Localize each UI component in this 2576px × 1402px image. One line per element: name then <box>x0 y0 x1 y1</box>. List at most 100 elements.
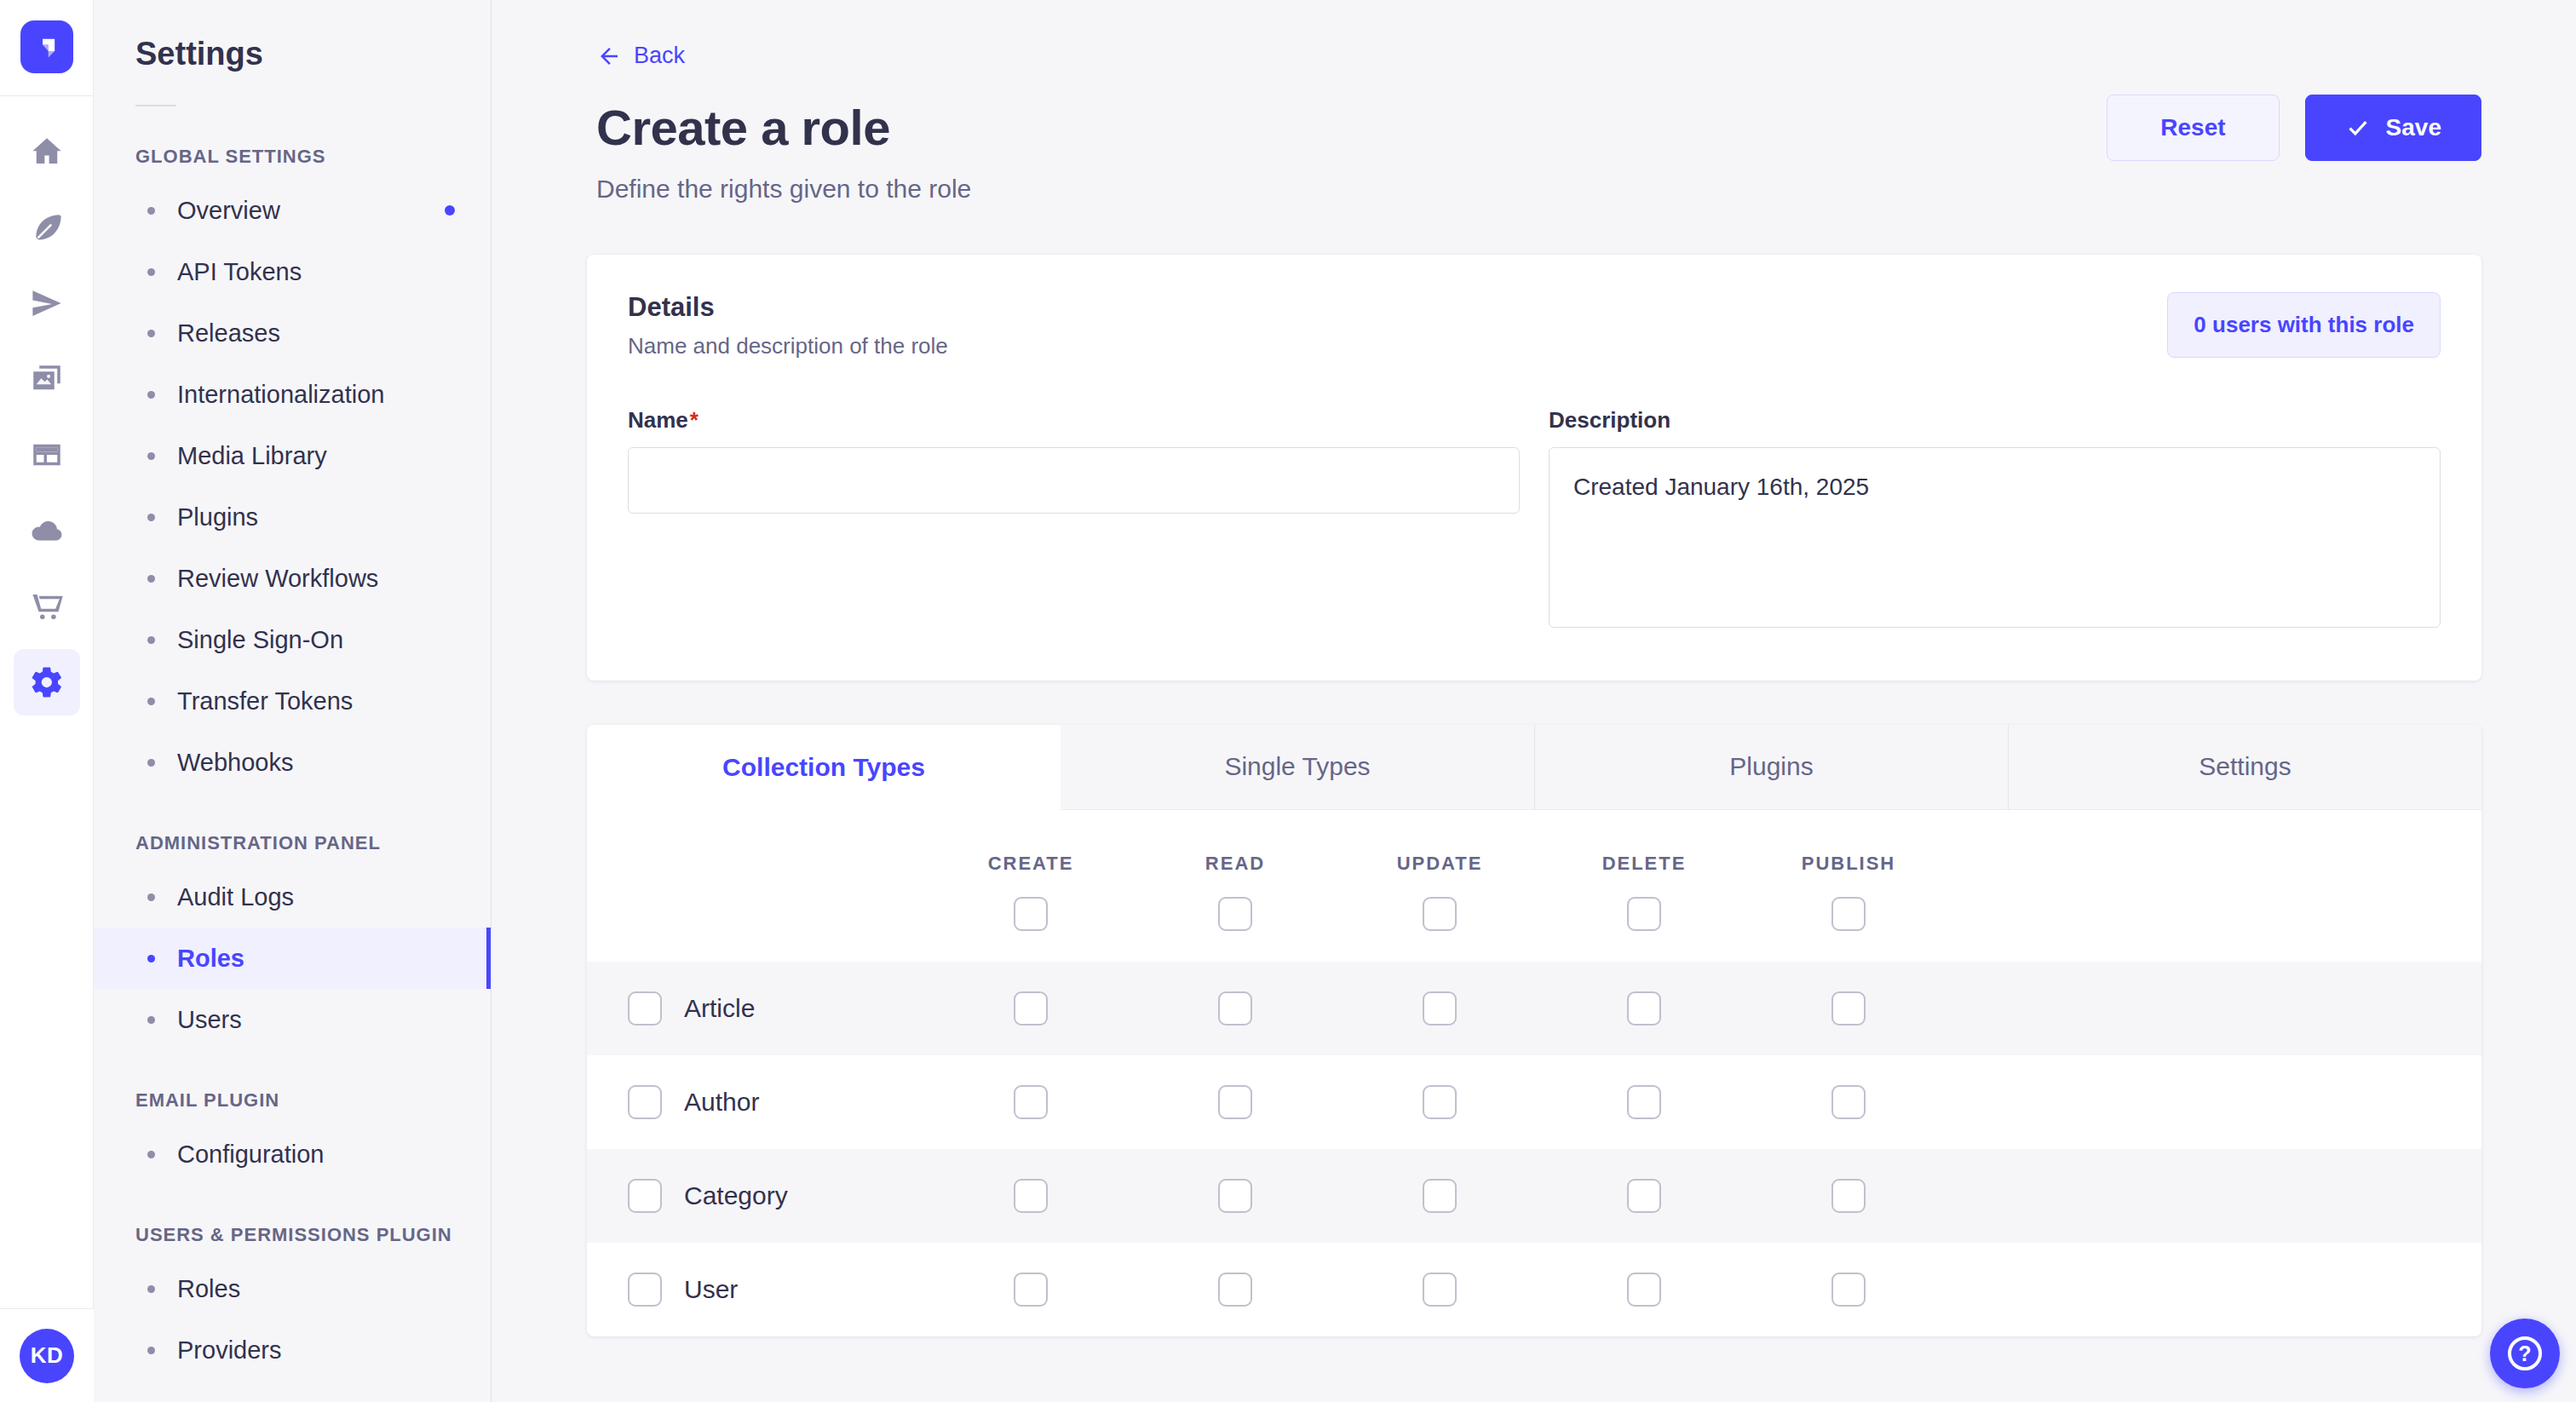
permissions-card: Collection Types Single Types Plugins Se… <box>587 725 2481 1336</box>
bullet-icon <box>147 1016 155 1024</box>
nav-content-type-button[interactable] <box>14 422 80 488</box>
sidebar-item-label: Media Library <box>177 442 327 470</box>
user-delete-checkbox[interactable] <box>1627 1273 1661 1307</box>
main-content: Back Create a role Reset Save Define the… <box>492 0 2576 1402</box>
user-create-checkbox[interactable] <box>1014 1273 1048 1307</box>
header-actions: Reset Save <box>2107 95 2481 161</box>
nav-settings-button[interactable] <box>14 649 80 715</box>
back-label: Back <box>634 43 685 69</box>
column-header-update: UPDATE <box>1337 853 1542 875</box>
author-read-checkbox[interactable] <box>1218 1085 1252 1119</box>
user-update-checkbox[interactable] <box>1423 1273 1457 1307</box>
permission-rows: Article Author Categ <box>587 962 2481 1336</box>
row-select-checkbox[interactable] <box>628 1085 662 1119</box>
sidebar-item-audit-logs[interactable]: Audit Logs <box>95 866 491 928</box>
row-select-checkbox[interactable] <box>628 1273 662 1307</box>
sidebar-item-label: Plugins <box>177 503 258 531</box>
nav-marketplace-button[interactable] <box>14 573 80 640</box>
author-update-checkbox[interactable] <box>1423 1085 1457 1119</box>
rail-icons <box>14 118 80 715</box>
bullet-icon <box>147 452 155 460</box>
nav-cloud-button[interactable] <box>14 497 80 564</box>
checkbox-cell <box>1337 1085 1542 1119</box>
sidebar-item-review-workflows[interactable]: Review Workflows <box>95 548 491 609</box>
sidebar-item-api-tokens[interactable]: API Tokens <box>95 241 491 302</box>
author-publish-checkbox[interactable] <box>1831 1085 1866 1119</box>
nav-media-button[interactable] <box>14 346 80 412</box>
user-read-checkbox[interactable] <box>1218 1273 1252 1307</box>
sidebar-section: USERS & PERMISSIONS PLUGIN Roles Provide… <box>95 1224 491 1381</box>
sidebar-item-single-sign-on[interactable]: Single Sign-On <box>95 609 491 670</box>
tab-plugins[interactable]: Plugins <box>1534 725 2008 810</box>
select-all-update-checkbox[interactable] <box>1423 897 1457 931</box>
sidebar-divider <box>135 105 176 106</box>
description-textarea[interactable]: Created January 16th, 2025 <box>1549 447 2441 628</box>
row-select-checkbox[interactable] <box>628 991 662 1026</box>
category-publish-checkbox[interactable] <box>1831 1179 1866 1213</box>
sidebar-item-transfer-tokens[interactable]: Transfer Tokens <box>95 670 491 732</box>
nav-deploy-button[interactable] <box>14 270 80 336</box>
checkbox-cell <box>1133 1085 1337 1119</box>
sidebar-item-label: Single Sign-On <box>177 626 343 654</box>
tab-collection-types[interactable]: Collection Types <box>587 725 1061 810</box>
nav-home-button[interactable] <box>14 118 80 185</box>
name-field-group: Name* <box>628 407 1520 631</box>
sidebar-item-webhooks[interactable]: Webhooks <box>95 732 491 793</box>
sidebar-item-plugins[interactable]: Plugins <box>95 486 491 548</box>
category-create-checkbox[interactable] <box>1014 1179 1048 1213</box>
page-header: Back Create a role Reset Save Define the… <box>492 0 2576 204</box>
article-publish-checkbox[interactable] <box>1831 991 1866 1026</box>
users-with-role-button[interactable]: 0 users with this role <box>2167 292 2441 358</box>
sidebar-item-media-library[interactable]: Media Library <box>95 425 491 486</box>
user-publish-checkbox[interactable] <box>1831 1273 1866 1307</box>
select-all-create-checkbox[interactable] <box>1014 897 1048 931</box>
sidebar-item-roles[interactable]: Roles <box>95 928 491 989</box>
layout-icon <box>29 437 65 473</box>
description-label: Description <box>1549 407 2441 434</box>
back-link[interactable]: Back <box>596 43 685 69</box>
column-header-read: READ <box>1133 853 1337 875</box>
article-update-checkbox[interactable] <box>1423 991 1457 1026</box>
row-select-checkbox[interactable] <box>628 1179 662 1213</box>
bullet-icon <box>147 330 155 337</box>
nav-content-button[interactable] <box>14 194 80 261</box>
sidebar-item-overview[interactable]: Overview <box>95 180 491 241</box>
help-icon: ? <box>2508 1336 2542 1370</box>
sidebar-item-label: Audit Logs <box>177 883 294 911</box>
sidebar-item-providers[interactable]: Providers <box>95 1319 491 1381</box>
sidebar-item-roles[interactable]: Roles <box>95 1258 491 1319</box>
name-input[interactable] <box>628 447 1520 514</box>
category-delete-checkbox[interactable] <box>1627 1179 1661 1213</box>
sidebar-item-internationalization[interactable]: Internationalization <box>95 364 491 425</box>
home-icon <box>29 134 65 170</box>
name-label: Name* <box>628 407 1520 434</box>
article-create-checkbox[interactable] <box>1014 991 1048 1026</box>
reset-button[interactable]: Reset <box>2107 95 2279 161</box>
category-read-checkbox[interactable] <box>1218 1179 1252 1213</box>
sidebar-item-releases[interactable]: Releases <box>95 302 491 364</box>
select-all-delete-checkbox[interactable] <box>1627 897 1661 931</box>
bullet-icon <box>147 1151 155 1158</box>
bullet-icon <box>147 636 155 644</box>
article-delete-checkbox[interactable] <box>1627 991 1661 1026</box>
cloud-icon <box>29 513 65 549</box>
author-create-checkbox[interactable] <box>1014 1085 1048 1119</box>
select-all-publish-checkbox[interactable] <box>1831 897 1866 931</box>
select-all-read-checkbox[interactable] <box>1218 897 1252 931</box>
sidebar-item-users[interactable]: Users <box>95 989 491 1050</box>
sidebar-item-label: Internationalization <box>177 381 384 409</box>
article-read-checkbox[interactable] <box>1218 991 1252 1026</box>
author-delete-checkbox[interactable] <box>1627 1085 1661 1119</box>
sidebar-item-configuration[interactable]: Configuration <box>95 1123 491 1185</box>
help-button[interactable]: ? <box>2490 1319 2560 1388</box>
save-button[interactable]: Save <box>2305 95 2481 161</box>
tab-settings[interactable]: Settings <box>2008 725 2481 810</box>
strapi-logo[interactable] <box>20 20 73 73</box>
sidebar-item-label: Review Workflows <box>177 565 378 593</box>
sidebar-item-label: API Tokens <box>177 258 302 286</box>
media-library-icon <box>29 361 65 397</box>
tab-single-types[interactable]: Single Types <box>1061 725 1534 810</box>
details-fields: Name* Description Created January 16th, … <box>628 407 2441 631</box>
category-update-checkbox[interactable] <box>1423 1179 1457 1213</box>
user-avatar[interactable]: KD <box>20 1329 74 1383</box>
